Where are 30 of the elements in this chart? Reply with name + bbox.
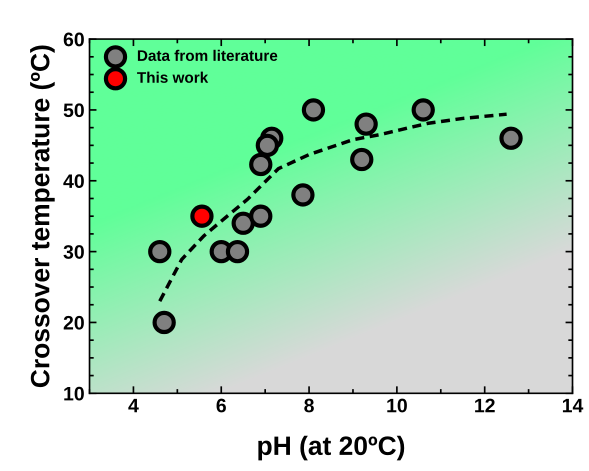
point [249, 204, 272, 228]
point [412, 98, 435, 122]
point [190, 204, 214, 228]
point [499, 126, 523, 150]
point [302, 98, 326, 122]
y-tick-label: 50 [64, 103, 84, 118]
x-tick-label: 12 [475, 398, 495, 412]
x-tick-label: 6 [216, 398, 226, 412]
point [354, 112, 378, 136]
point [350, 148, 374, 172]
y-tick-label: 10 [64, 386, 84, 401]
point [152, 310, 176, 334]
y-tick-label: 60 [64, 32, 84, 46]
legend-label: Data from literature [138, 50, 278, 62]
point [226, 240, 250, 264]
point [232, 212, 255, 235]
y-tick-label: 30 [63, 245, 84, 259]
x-tick-label: 10 [387, 398, 407, 412]
y-axis-title: Crossover temperature (ºC) [30, 45, 55, 388]
point [291, 183, 315, 207]
point [148, 240, 172, 264]
point [256, 134, 280, 158]
x-tick-label: 4 [128, 398, 139, 412]
legend-label: This work [137, 72, 208, 83]
x-tick-label: 14 [562, 398, 584, 412]
x-tick-label: 8 [304, 398, 314, 412]
point [249, 152, 272, 176]
y-tick-label: 20 [64, 316, 84, 330]
y-tick-label: 40 [63, 174, 84, 188]
x-axis-title: pH (at 20ºC) [258, 436, 404, 460]
